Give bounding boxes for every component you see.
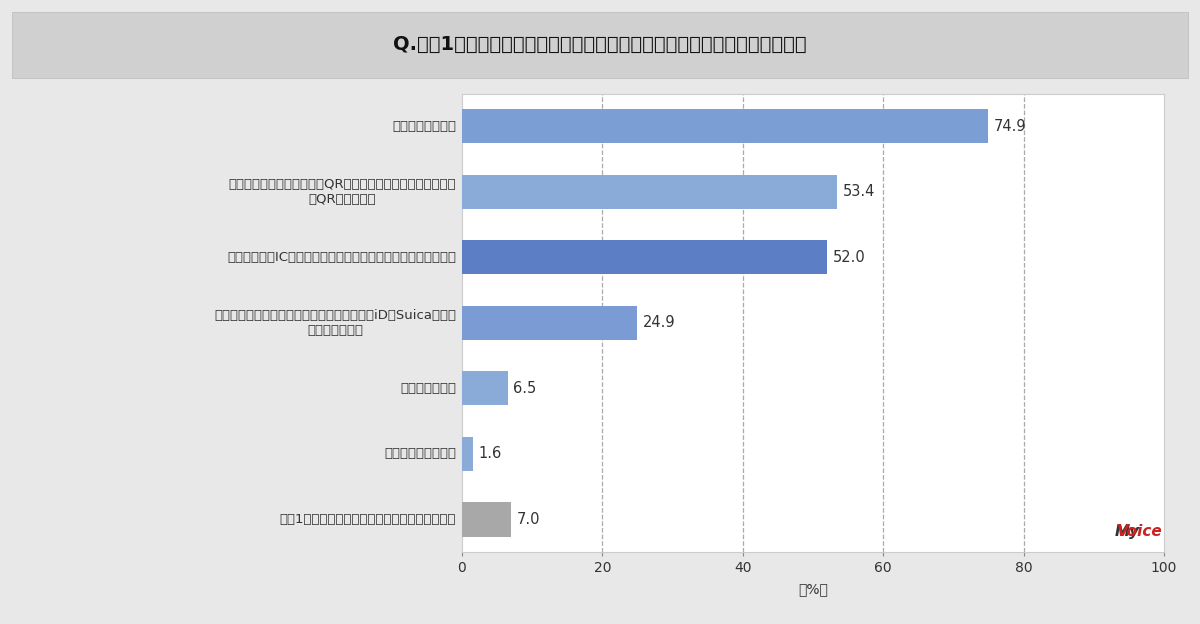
Bar bbox=[462, 306, 637, 340]
Text: 6.5: 6.5 bbox=[514, 381, 536, 396]
Text: 74.9: 74.9 bbox=[994, 119, 1026, 134]
Text: クレジットカード: クレジットカード bbox=[392, 120, 456, 133]
Text: My: My bbox=[1115, 524, 1140, 539]
Bar bbox=[462, 437, 473, 471]
Text: スマートフォンのアプリでQRコードを表示、または読みとる
：QRコード決済: スマートフォンのアプリでQRコードを表示、または読みとる ：QRコード決済 bbox=[228, 178, 456, 206]
Text: 7.0: 7.0 bbox=[517, 512, 540, 527]
Text: Voice: Voice bbox=[1117, 524, 1163, 539]
Text: その他・わからない: その他・わからない bbox=[384, 447, 456, 461]
Bar bbox=[462, 240, 827, 275]
Bar bbox=[462, 371, 508, 406]
Text: 電子マネーのICカードを、読み取り端末にかざす・タッチする: 電子マネーのICカードを、読み取り端末にかざす・タッチする bbox=[227, 251, 456, 264]
Text: 1.6: 1.6 bbox=[479, 446, 502, 462]
Text: スマートフォンを、読み取り端末にかざす：iDやSuica等電子
マネーで支払う: スマートフォンを、読み取り端末にかざす：iDやSuica等電子 マネーで支払う bbox=[214, 309, 456, 337]
Text: 52.0: 52.0 bbox=[833, 250, 865, 265]
Text: 53.4: 53.4 bbox=[842, 184, 875, 200]
Text: Q.直近1年間に店頭で、どのようなキャッシュレス決済で支払いましたか？: Q.直近1年間に店頭で、どのようなキャッシュレス決済で支払いましたか？ bbox=[394, 36, 806, 54]
Bar bbox=[462, 175, 836, 209]
Text: デビットカード: デビットカード bbox=[400, 382, 456, 395]
X-axis label: （%）: （%） bbox=[798, 582, 828, 596]
Bar bbox=[462, 502, 511, 537]
Text: 24.9: 24.9 bbox=[642, 315, 676, 331]
Text: 直近1年間にキャッシュレスでは支払っていない: 直近1年間にキャッシュレスでは支払っていない bbox=[280, 513, 456, 526]
Bar bbox=[462, 109, 988, 144]
